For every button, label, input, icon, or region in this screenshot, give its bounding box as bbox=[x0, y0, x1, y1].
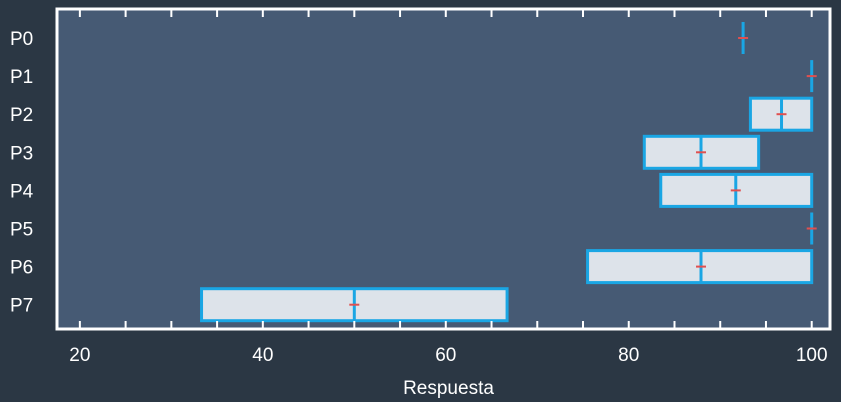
box-p6 bbox=[586, 249, 814, 285]
x-tick-label: 20 bbox=[69, 345, 90, 366]
category-label: P7 bbox=[10, 296, 33, 317]
box-p7 bbox=[200, 287, 509, 323]
box-p1 bbox=[806, 60, 817, 93]
category-label: P0 bbox=[10, 29, 33, 50]
box-p0 bbox=[738, 22, 749, 54]
x-tick-label: 100 bbox=[796, 345, 828, 366]
category-label: P6 bbox=[10, 258, 33, 279]
x-tick-label: 40 bbox=[252, 345, 273, 366]
category-label: P1 bbox=[10, 67, 33, 88]
category-label: P3 bbox=[10, 143, 33, 164]
category-labels: P0 P1 P2 P3 P4 P5 P6 P7 bbox=[10, 29, 34, 317]
box-p2 bbox=[748, 96, 814, 132]
x-tick-label: 60 bbox=[435, 345, 456, 366]
boxes-group bbox=[200, 22, 817, 323]
box-p4 bbox=[659, 172, 814, 208]
category-label: P2 bbox=[10, 105, 33, 126]
x-tick-label: 80 bbox=[618, 345, 639, 366]
x-axis-title: Respuesta bbox=[403, 378, 494, 399]
box-p3 bbox=[642, 134, 761, 170]
x-axis-ticks: 20 40 60 80 100 bbox=[69, 9, 828, 366]
category-label: P5 bbox=[10, 220, 33, 241]
box-p5 bbox=[806, 212, 817, 245]
category-label: P4 bbox=[10, 181, 34, 202]
